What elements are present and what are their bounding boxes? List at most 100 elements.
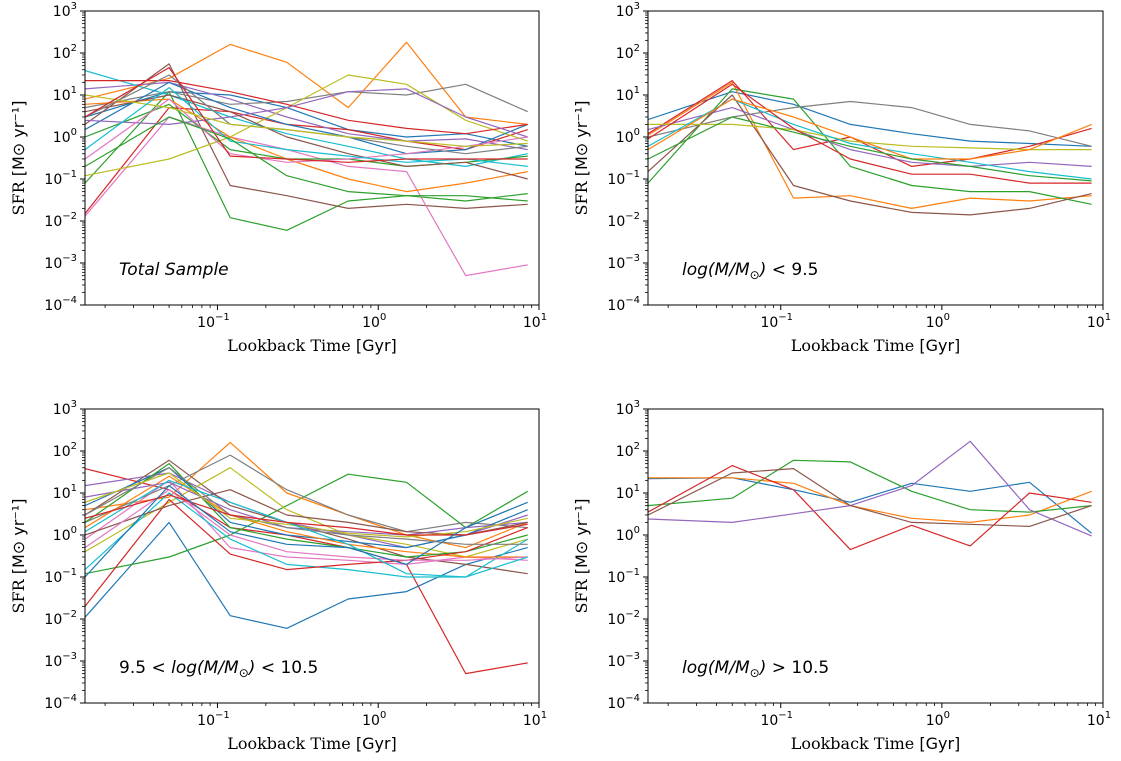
panel-annotation: log(M/M⊙) < 9.5 bbox=[682, 260, 818, 282]
y-axis-label: SFR [M⊙ yr⁻¹] bbox=[572, 499, 591, 614]
chart-panel-1: 10−4 10−3 10−2 10−1 100 101 102 103 10−1 100 101 Lo… bbox=[9, 1, 547, 355]
y-axis-label: SFR [M⊙ yr⁻¹] bbox=[572, 101, 591, 216]
x-tick-label: 100 bbox=[926, 312, 950, 331]
y-tick-label: 10−1 bbox=[607, 567, 640, 586]
y-tick-label: 10−1 bbox=[44, 567, 77, 586]
y-tick-label: 102 bbox=[53, 43, 77, 62]
series-line-12 bbox=[648, 116, 1092, 182]
series-line-11 bbox=[85, 81, 528, 155]
chart-panel-2: 10−4 10−3 10−2 10−1 100 101 102 103 10−1 100 101 Lo… bbox=[572, 1, 1111, 355]
y-tick-label: 103 bbox=[53, 1, 77, 20]
y-tick-label: 10−4 bbox=[607, 693, 640, 712]
series-line-16 bbox=[85, 94, 528, 180]
series-line-5 bbox=[648, 440, 1092, 537]
series-line-18 bbox=[85, 467, 528, 545]
y-tick-label: 10−1 bbox=[607, 169, 640, 188]
series-line-2 bbox=[648, 477, 1092, 524]
y-tick-label: 10−2 bbox=[44, 211, 77, 230]
series-line-15 bbox=[85, 88, 528, 138]
y-tick-label: 10−3 bbox=[44, 651, 77, 670]
series-line-8 bbox=[648, 123, 1092, 151]
series-line-10 bbox=[648, 83, 1092, 184]
plot-frame bbox=[84, 408, 540, 704]
series-line-7 bbox=[648, 100, 1092, 147]
series-group bbox=[85, 41, 528, 277]
series-line-12 bbox=[85, 98, 528, 193]
series-line-13 bbox=[85, 103, 528, 167]
plot-frame bbox=[647, 10, 1104, 306]
x-tick-label: 100 bbox=[926, 710, 950, 729]
series-line-3 bbox=[648, 88, 1092, 205]
x-tick-label: 101 bbox=[523, 710, 547, 729]
series-line-11 bbox=[648, 98, 1092, 160]
y-tick-label: 10−2 bbox=[44, 609, 77, 628]
x-tick-label: 100 bbox=[362, 710, 386, 729]
series-line-1 bbox=[85, 91, 528, 147]
series-line-6 bbox=[85, 63, 528, 209]
y-tick-label: 103 bbox=[53, 399, 77, 418]
series-line-4 bbox=[85, 441, 528, 549]
y-tick-label: 101 bbox=[616, 483, 640, 502]
series-line-3 bbox=[648, 459, 1092, 513]
y-tick-label: 10−4 bbox=[607, 295, 640, 314]
y-axis-label: SFR [M⊙ yr⁻¹] bbox=[9, 101, 28, 216]
series-line-2 bbox=[85, 41, 528, 125]
y-tick-label: 10−3 bbox=[607, 651, 640, 670]
y-tick-label: 10−1 bbox=[44, 169, 77, 188]
series-line-8 bbox=[85, 83, 528, 113]
series-line-19 bbox=[85, 472, 528, 538]
series-line-14 bbox=[85, 498, 528, 607]
series-line-7 bbox=[85, 479, 528, 566]
x-tick-label: 10−1 bbox=[760, 710, 793, 729]
x-axis-label: Lookback Time [Gyr] bbox=[791, 734, 961, 753]
series-line-6 bbox=[648, 468, 1092, 528]
series-line-12 bbox=[85, 475, 528, 558]
series-line-1 bbox=[648, 91, 1092, 147]
y-tick-label: 10−2 bbox=[607, 211, 640, 230]
series-line-9 bbox=[85, 74, 528, 177]
series-group bbox=[85, 441, 529, 675]
x-tick-label: 101 bbox=[1087, 710, 1111, 729]
y-tick-label: 102 bbox=[616, 43, 640, 62]
series-line-21 bbox=[85, 494, 528, 536]
series-line-4 bbox=[648, 465, 1092, 551]
y-axis-label: SFR [M⊙ yr⁻¹] bbox=[9, 499, 28, 614]
series-line-3 bbox=[85, 91, 528, 231]
series-line-6 bbox=[648, 94, 1092, 216]
series-group bbox=[648, 440, 1092, 551]
x-tick-label: 101 bbox=[523, 312, 547, 331]
x-tick-label: 101 bbox=[1087, 312, 1111, 331]
y-tick-label: 10−2 bbox=[607, 609, 640, 628]
series-line-3 bbox=[85, 473, 529, 575]
y-tick-label: 102 bbox=[616, 441, 640, 460]
panel-annotation: 9.5 < log(M/M⊙) < 10.5 bbox=[119, 658, 318, 680]
panel-annotation: log(M/M⊙) > 10.5 bbox=[682, 658, 829, 680]
series-line-10 bbox=[85, 70, 528, 167]
x-axis-label: Lookback Time [Gyr] bbox=[227, 336, 397, 355]
series-line-21 bbox=[85, 66, 528, 163]
series-line-17 bbox=[85, 489, 528, 561]
series-line-8 bbox=[85, 454, 528, 533]
y-tick-label: 101 bbox=[53, 85, 77, 104]
series-line-22 bbox=[85, 485, 528, 578]
chart-panel-3: 10−4 10−3 10−2 10−1 100 101 102 103 10−1 100 101 Lo… bbox=[9, 399, 547, 753]
x-tick-label: 100 bbox=[362, 312, 386, 331]
x-tick-label: 10−1 bbox=[197, 312, 230, 331]
series-line-1 bbox=[648, 477, 1092, 534]
y-tick-label: 102 bbox=[53, 441, 77, 460]
y-tick-label: 101 bbox=[53, 483, 77, 502]
y-tick-label: 100 bbox=[53, 525, 77, 544]
y-tick-label: 10−4 bbox=[44, 693, 77, 712]
series-line-15 bbox=[85, 481, 528, 536]
series-line-20 bbox=[85, 479, 528, 578]
x-tick-label: 10−1 bbox=[197, 710, 230, 729]
series-line-19 bbox=[85, 94, 528, 147]
y-tick-label: 100 bbox=[616, 525, 640, 544]
panel-annotation: Total Sample bbox=[119, 260, 229, 280]
plot-frame bbox=[647, 408, 1104, 704]
plot-frame bbox=[84, 10, 540, 306]
y-tick-label: 10−3 bbox=[44, 253, 77, 272]
y-tick-label: 10−4 bbox=[44, 295, 77, 314]
x-axis-label: Lookback Time [Gyr] bbox=[227, 734, 397, 753]
